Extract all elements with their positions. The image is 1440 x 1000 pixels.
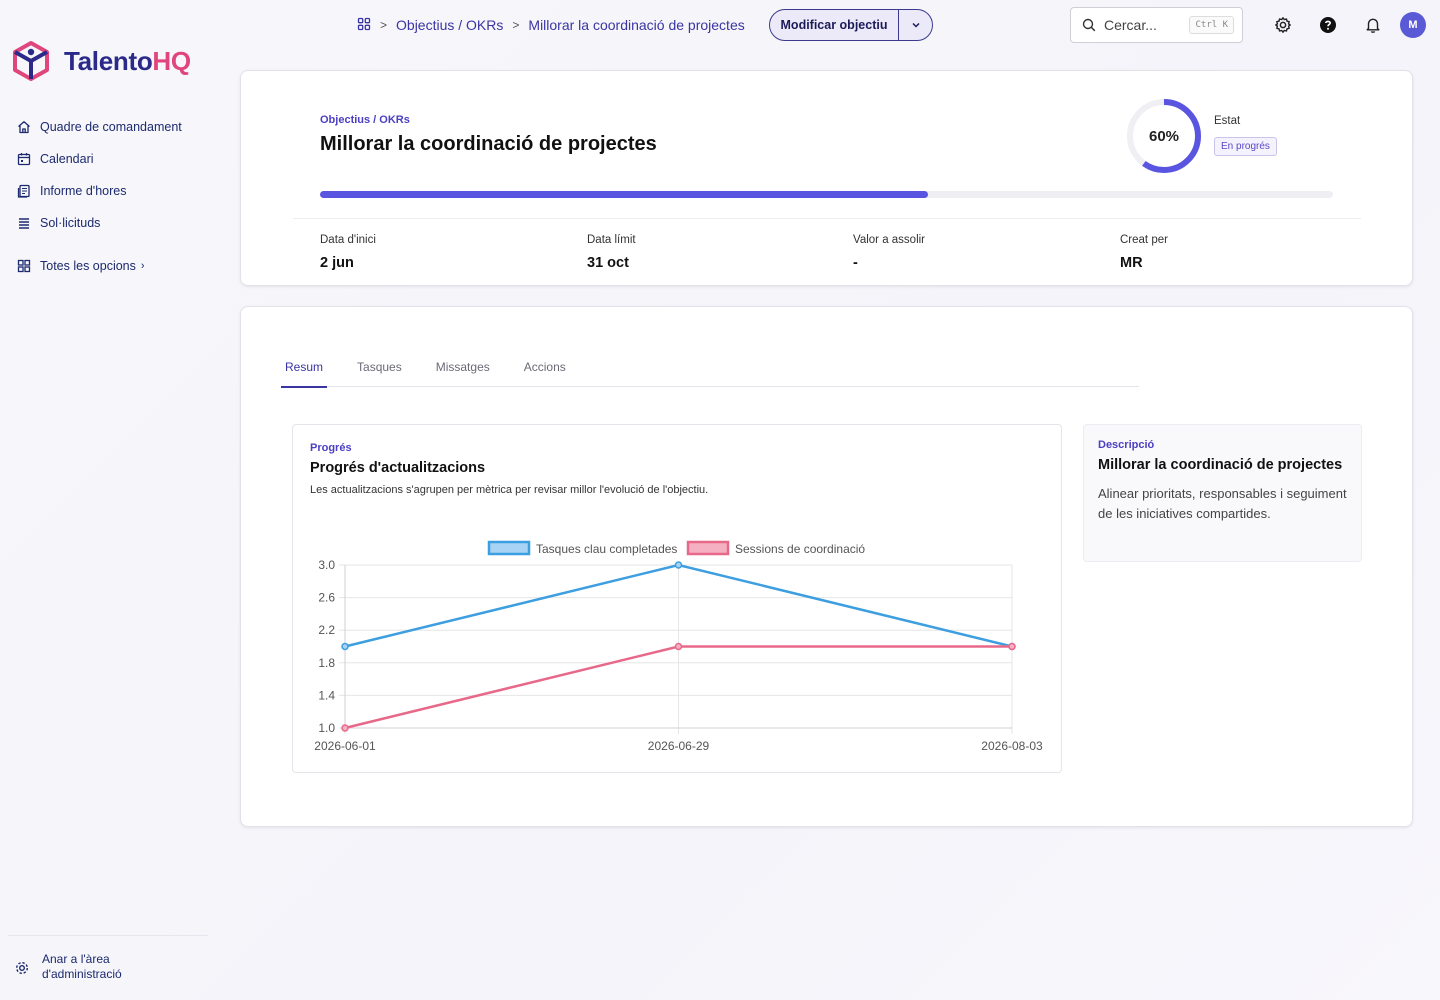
sidebar: TalentoHQ Quadre de comandament Calendar… [0, 0, 220, 1000]
tab-actions[interactable]: Accions [523, 360, 566, 374]
objective-header-card: Objectius / OKRs Millorar la coordinació… [240, 70, 1413, 286]
tab-tasks[interactable]: Tasques [357, 360, 402, 374]
home-icon [16, 119, 32, 135]
chevron-right-icon: > [512, 18, 520, 32]
description-body: Alinear prioritats, responsables i segui… [1098, 486, 1347, 521]
chart-eyebrow: Progrés [310, 442, 352, 454]
sidebar-item-dashboard[interactable]: Quadre de comandament [16, 111, 216, 143]
status-badge: En progrés [1214, 137, 1277, 156]
legend-label: Tasques clau completades [536, 542, 677, 556]
description-eyebrow: Descripció [1098, 439, 1155, 451]
admin-area-link[interactable]: Anar a l'àrea d'administració [8, 935, 208, 982]
tabs: Resum Tasques Missatges Accions [281, 347, 1139, 388]
x-tick-label: 2026-08-03 [981, 739, 1043, 753]
tab-messages[interactable]: Missatges [435, 360, 490, 374]
objective-content-card: Resum Tasques Missatges Accions Progrés … [240, 306, 1413, 827]
sidebar-item-calendar[interactable]: Calendari [16, 143, 216, 175]
y-tick-label: 1.4 [318, 688, 335, 702]
x-tick-label: 2026-06-01 [314, 739, 376, 753]
data-point [674, 642, 683, 651]
sidebar-item-requests[interactable]: Sol·licituds [16, 207, 216, 239]
calendar-icon [16, 151, 32, 167]
sidebar-item-time-report[interactable]: Informe d'hores [16, 175, 216, 207]
logo-cube-icon [13, 41, 49, 81]
progress-bar-fill [320, 191, 928, 198]
description-card: Descripció Millorar la coordinació de pr… [1083, 424, 1362, 562]
list-icon [16, 215, 32, 231]
sidebar-item-label: Informe d'hores [40, 184, 127, 198]
sidebar-item-label: Sol·licituds [40, 216, 101, 230]
description-title: Millorar la coordinació de projectes [1098, 457, 1343, 473]
y-tick-label: 2.2 [318, 623, 335, 637]
chart-title: Progrés d'actualitzacions [310, 460, 486, 476]
status-label: Estat [1214, 115, 1241, 127]
progress-ring [1127, 99, 1201, 173]
sidebar-item-label: Totes les opcions [40, 259, 136, 273]
chevron-right-icon: › [140, 260, 145, 272]
settings-icon[interactable] [1272, 14, 1294, 36]
meta-target-value: Valor a assolir - [853, 234, 926, 271]
admin-area-label: Anar a l'àrea d'administració [42, 952, 122, 981]
chevron-right-icon: > [380, 18, 388, 32]
apps-grid-icon[interactable] [357, 17, 371, 34]
chevron-down-icon [911, 22, 920, 28]
progress-chart-card: Progrés Progrés d'actualitzacions Les ac… [292, 424, 1062, 773]
edit-objective-button[interactable]: Modificar objectiu [770, 10, 899, 40]
legend-swatch [487, 540, 531, 556]
breadcrumb-okrs[interactable]: Objectius / OKRs [396, 17, 504, 33]
y-tick-label: 1.8 [318, 656, 335, 670]
progress-bar [320, 191, 1333, 198]
meta-due-date: Data límit 31 oct [587, 234, 636, 271]
progress-percent: 60% [1148, 127, 1180, 145]
data-point [341, 642, 349, 651]
search-icon [1082, 18, 1096, 32]
help-icon[interactable] [1317, 14, 1339, 36]
brand-name: TalentoHQ [64, 45, 191, 76]
y-tick-label: 2.6 [318, 591, 335, 605]
legend-swatch [686, 540, 730, 556]
sidebar-item-all-options[interactable]: Totes les opcions › [16, 250, 216, 282]
gear-icon [15, 961, 29, 975]
meta-created-by: Creat per MR [1120, 234, 1168, 271]
objective-eyebrow[interactable]: Objectius / OKRs [320, 114, 410, 126]
meta-start-date: Data d'inici 2 jun [320, 234, 376, 271]
search-placeholder: Cercar... [1104, 17, 1157, 33]
chart-subtitle: Les actualitzacions s'agrupen per mètric… [310, 484, 709, 496]
y-tick-label: 1.0 [318, 721, 335, 735]
divider [293, 218, 1361, 219]
avatar[interactable]: M [1400, 12, 1426, 38]
tab-summary[interactable]: Resum [281, 347, 328, 388]
line-chart: 1.0 1.4 1.8 2.2 2.6 3.0 2026-06-01 2026-06-29 20… [314, 540, 1043, 753]
edit-options-dropdown[interactable] [899, 10, 932, 40]
x-tick-label: 2026-06-29 [648, 739, 710, 753]
search-input[interactable]: Cercar... Ctrl K [1070, 7, 1243, 43]
y-tick-label: 3.0 [318, 558, 335, 572]
report-icon [16, 183, 32, 199]
data-point [674, 561, 683, 569]
data-point [341, 724, 349, 732]
page-title: Millorar la coordinació de projectes [320, 133, 657, 155]
breadcrumb-current[interactable]: Millorar la coordinació de projectes [528, 17, 745, 33]
brand-logo[interactable]: TalentoHQ [12, 40, 191, 82]
breadcrumb: > Objectius / OKRs > Millorar la coordin… [357, 10, 745, 40]
sidebar-item-label: Quadre de comandament [40, 120, 182, 134]
grid-icon [16, 258, 32, 274]
edit-objective-split-button: Modificar objectiu [769, 9, 933, 41]
sidebar-item-label: Calendari [40, 152, 94, 166]
sidebar-nav: Quadre de comandament Calendari Informe … [16, 111, 216, 282]
data-point [1008, 642, 1016, 651]
search-shortcut: Ctrl K [1189, 16, 1234, 34]
legend-label: Sessions de coordinació [735, 542, 865, 556]
bell-icon[interactable] [1362, 14, 1384, 36]
